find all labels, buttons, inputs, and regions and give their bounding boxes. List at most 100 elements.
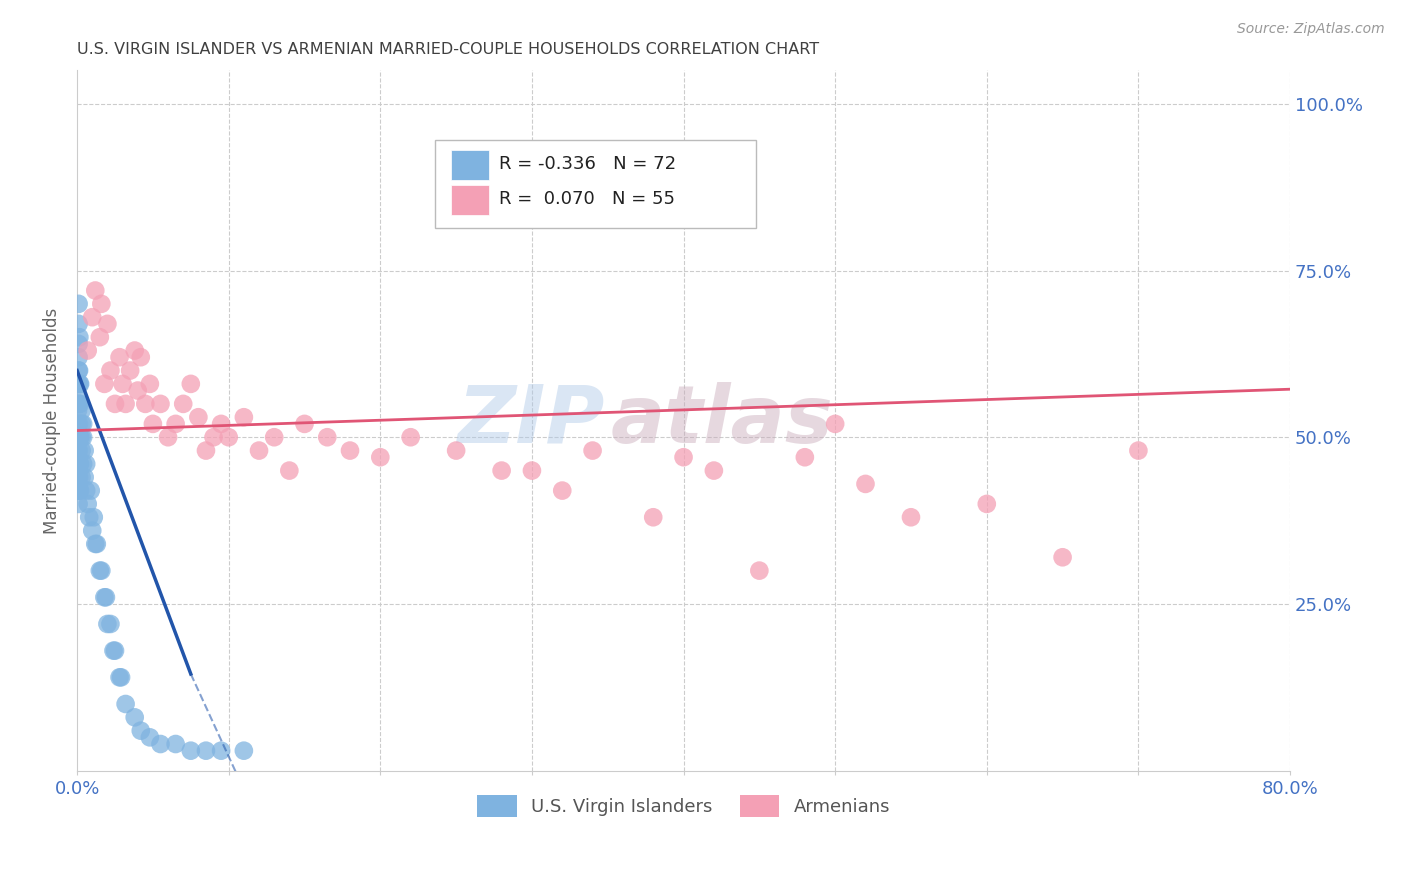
Point	[69, 430, 91, 444]
Point	[84, 537, 107, 551]
Point	[89, 330, 111, 344]
Point	[93, 591, 115, 605]
Text: Source: ZipAtlas.com: Source: ZipAtlas.com	[1237, 22, 1385, 37]
Point	[491, 464, 513, 478]
Point	[67, 417, 90, 431]
Point	[72, 430, 94, 444]
Point	[793, 450, 815, 465]
Point	[114, 397, 136, 411]
Text: U.S. VIRGIN ISLANDER VS ARMENIAN MARRIED-COUPLE HOUSEHOLDS CORRELATION CHART: U.S. VIRGIN ISLANDER VS ARMENIAN MARRIED…	[77, 42, 820, 57]
Point	[149, 737, 172, 751]
Point	[67, 297, 90, 311]
Point	[180, 744, 202, 758]
Text: atlas: atlas	[610, 382, 834, 459]
Point	[82, 524, 104, 538]
Point	[70, 417, 93, 431]
Point	[70, 470, 93, 484]
Point	[70, 443, 93, 458]
Point	[67, 443, 90, 458]
Point	[86, 537, 108, 551]
Point	[72, 457, 94, 471]
Point	[73, 443, 96, 458]
Point	[69, 430, 91, 444]
Point	[900, 510, 922, 524]
Point	[187, 410, 209, 425]
Point	[104, 643, 127, 657]
Point	[824, 417, 846, 431]
Point	[67, 330, 90, 344]
Point	[194, 744, 217, 758]
Point	[67, 483, 90, 498]
Point	[66, 403, 89, 417]
Text: ZIP: ZIP	[457, 382, 605, 459]
Point	[67, 376, 90, 391]
Point	[100, 617, 122, 632]
Point	[67, 457, 90, 471]
Point	[67, 470, 90, 484]
Point	[124, 343, 146, 358]
Point	[67, 317, 90, 331]
Point	[67, 363, 90, 377]
Point	[218, 430, 240, 444]
Point	[232, 744, 254, 758]
Point	[84, 284, 107, 298]
FancyBboxPatch shape	[451, 185, 489, 215]
Point	[1128, 443, 1150, 458]
Legend: U.S. Virgin Islanders, Armenians: U.S. Virgin Islanders, Armenians	[470, 789, 897, 825]
Point	[77, 510, 100, 524]
Point	[855, 477, 877, 491]
FancyBboxPatch shape	[434, 140, 756, 228]
Point	[67, 483, 90, 498]
Point	[67, 390, 90, 404]
Point	[129, 350, 152, 364]
Point	[316, 430, 339, 444]
Point	[69, 376, 91, 391]
Point	[67, 336, 90, 351]
Point	[83, 510, 105, 524]
Point	[82, 310, 104, 325]
Point	[69, 483, 91, 498]
FancyBboxPatch shape	[451, 150, 489, 180]
Point	[69, 457, 91, 471]
Point	[581, 443, 603, 458]
Point	[75, 483, 97, 498]
Point	[165, 737, 187, 751]
Point	[142, 417, 165, 431]
Point	[103, 643, 125, 657]
Point	[209, 417, 232, 431]
Point	[76, 497, 98, 511]
Point	[1052, 550, 1074, 565]
Point	[96, 317, 118, 331]
Point	[263, 430, 285, 444]
Point	[66, 417, 89, 431]
Point	[111, 376, 134, 391]
Point	[551, 483, 574, 498]
Point	[69, 376, 91, 391]
Point	[73, 470, 96, 484]
Point	[129, 723, 152, 738]
Point	[976, 497, 998, 511]
Point	[209, 744, 232, 758]
Point	[180, 376, 202, 391]
Point	[67, 350, 90, 364]
Point	[67, 363, 90, 377]
Point	[120, 363, 142, 377]
Point	[596, 177, 619, 191]
Point	[127, 384, 149, 398]
Point	[703, 464, 725, 478]
Point	[67, 497, 90, 511]
Point	[444, 443, 467, 458]
Point	[172, 397, 194, 411]
Point	[94, 591, 117, 605]
Point	[96, 617, 118, 632]
Point	[67, 397, 90, 411]
Text: R =  0.070   N = 55: R = 0.070 N = 55	[499, 190, 675, 208]
Point	[399, 430, 422, 444]
Text: R = -0.336   N = 72: R = -0.336 N = 72	[499, 155, 676, 173]
Point	[194, 443, 217, 458]
Point	[70, 430, 93, 444]
Point	[139, 731, 162, 745]
Point	[90, 297, 112, 311]
Point	[69, 397, 91, 411]
Point	[100, 363, 122, 377]
